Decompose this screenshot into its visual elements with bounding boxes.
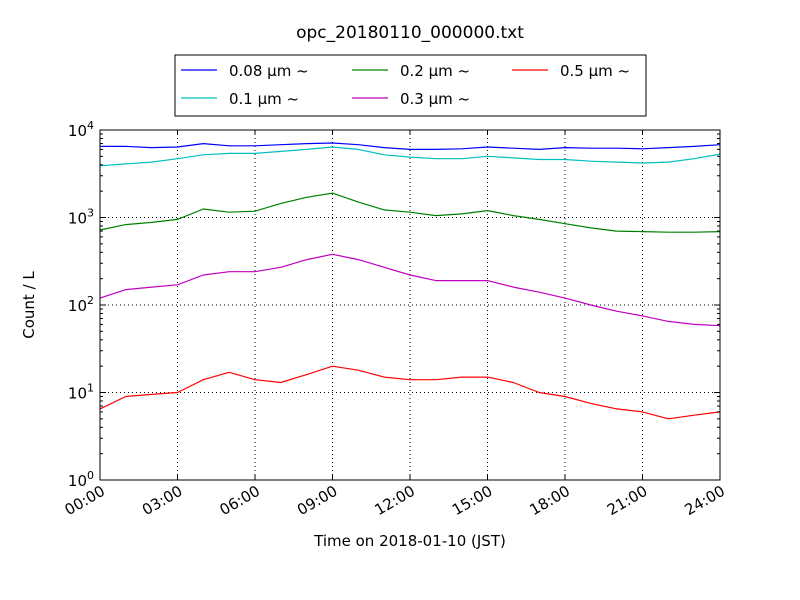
y-tick-label: 103 — [68, 207, 94, 228]
legend-label: 0.3 μm ~ — [400, 90, 470, 108]
legend-label: 0.2 μm ~ — [400, 62, 470, 80]
series-line-2 — [99, 192, 721, 233]
legend-box — [174, 54, 647, 117]
axis-ticks — [99, 129, 721, 481]
y-tick-labels: 100 101 102 103 104 — [68, 119, 94, 490]
y-tick-label: 101 — [68, 382, 94, 403]
series-line-0 — [100, 142, 721, 150]
series-line-3 — [99, 253, 721, 327]
grid — [100, 130, 720, 480]
series-line-4 — [99, 365, 721, 420]
series-lines — [99, 142, 721, 420]
legend: 0.08 μm ~ 0.1 μm ~ 0.2 μm ~ 0.3 μm ~ 0.5 μm … — [174, 54, 647, 117]
x-axis-label: Time on 2018-01-10 (JST) — [313, 532, 506, 550]
legend-label: 0.08 μm ~ — [229, 62, 309, 80]
y-tick-label: 104 — [68, 119, 94, 140]
chart-title: opc_20180110_000000.txt — [296, 23, 524, 43]
y-tick-label: 102 — [68, 294, 94, 315]
series-line-1 — [99, 146, 721, 167]
y-tick-label: 100 — [68, 469, 94, 490]
y-axis-label: Count / L — [20, 271, 38, 339]
legend-label: 0.5 μm ~ — [560, 62, 630, 80]
legend-label: 0.1 μm ~ — [229, 90, 299, 108]
